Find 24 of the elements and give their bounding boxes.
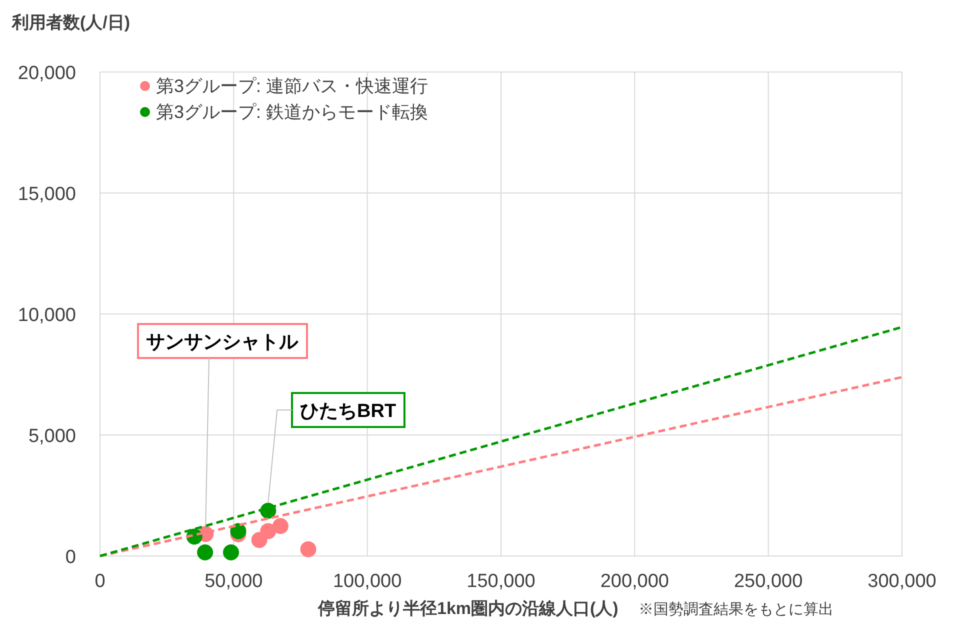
x-tick-label: 0 [94,571,106,592]
point [300,541,316,558]
x-axis-title: 停留所より半径1km圏内の沿線人口(人) [317,599,618,618]
x-tick-label: 250,000 [734,571,803,592]
legend-label: 第3グループ: 鉄道からモード転換 [156,102,428,122]
text: ※国勢調査結果をもとに算出 [638,601,834,618]
y-tick-label: 0 [65,547,76,568]
x-tick-label: 50,000 [204,571,263,592]
annotation: サンサンシャトル [146,332,299,353]
point [222,544,239,560]
x-tick-label: 300,000 [868,571,936,592]
point [197,544,214,560]
point [272,518,288,534]
legend-label: 第3グループ: 連節バス・快速運行 [156,76,428,96]
y-tick-label: 10,000 [18,305,76,326]
y-tick-label: 20,000 [18,63,76,84]
y-tick-label: 5,000 [28,426,76,447]
x-tick-label: 100,000 [332,571,402,592]
y-tick-label: 15,000 [18,184,76,205]
x-tick-label: 150,000 [466,571,536,592]
point [230,523,246,540]
y-axis-title: 利用者数(人/日) [11,13,130,32]
x-tick-label: 200,000 [600,571,670,592]
point [260,523,276,540]
